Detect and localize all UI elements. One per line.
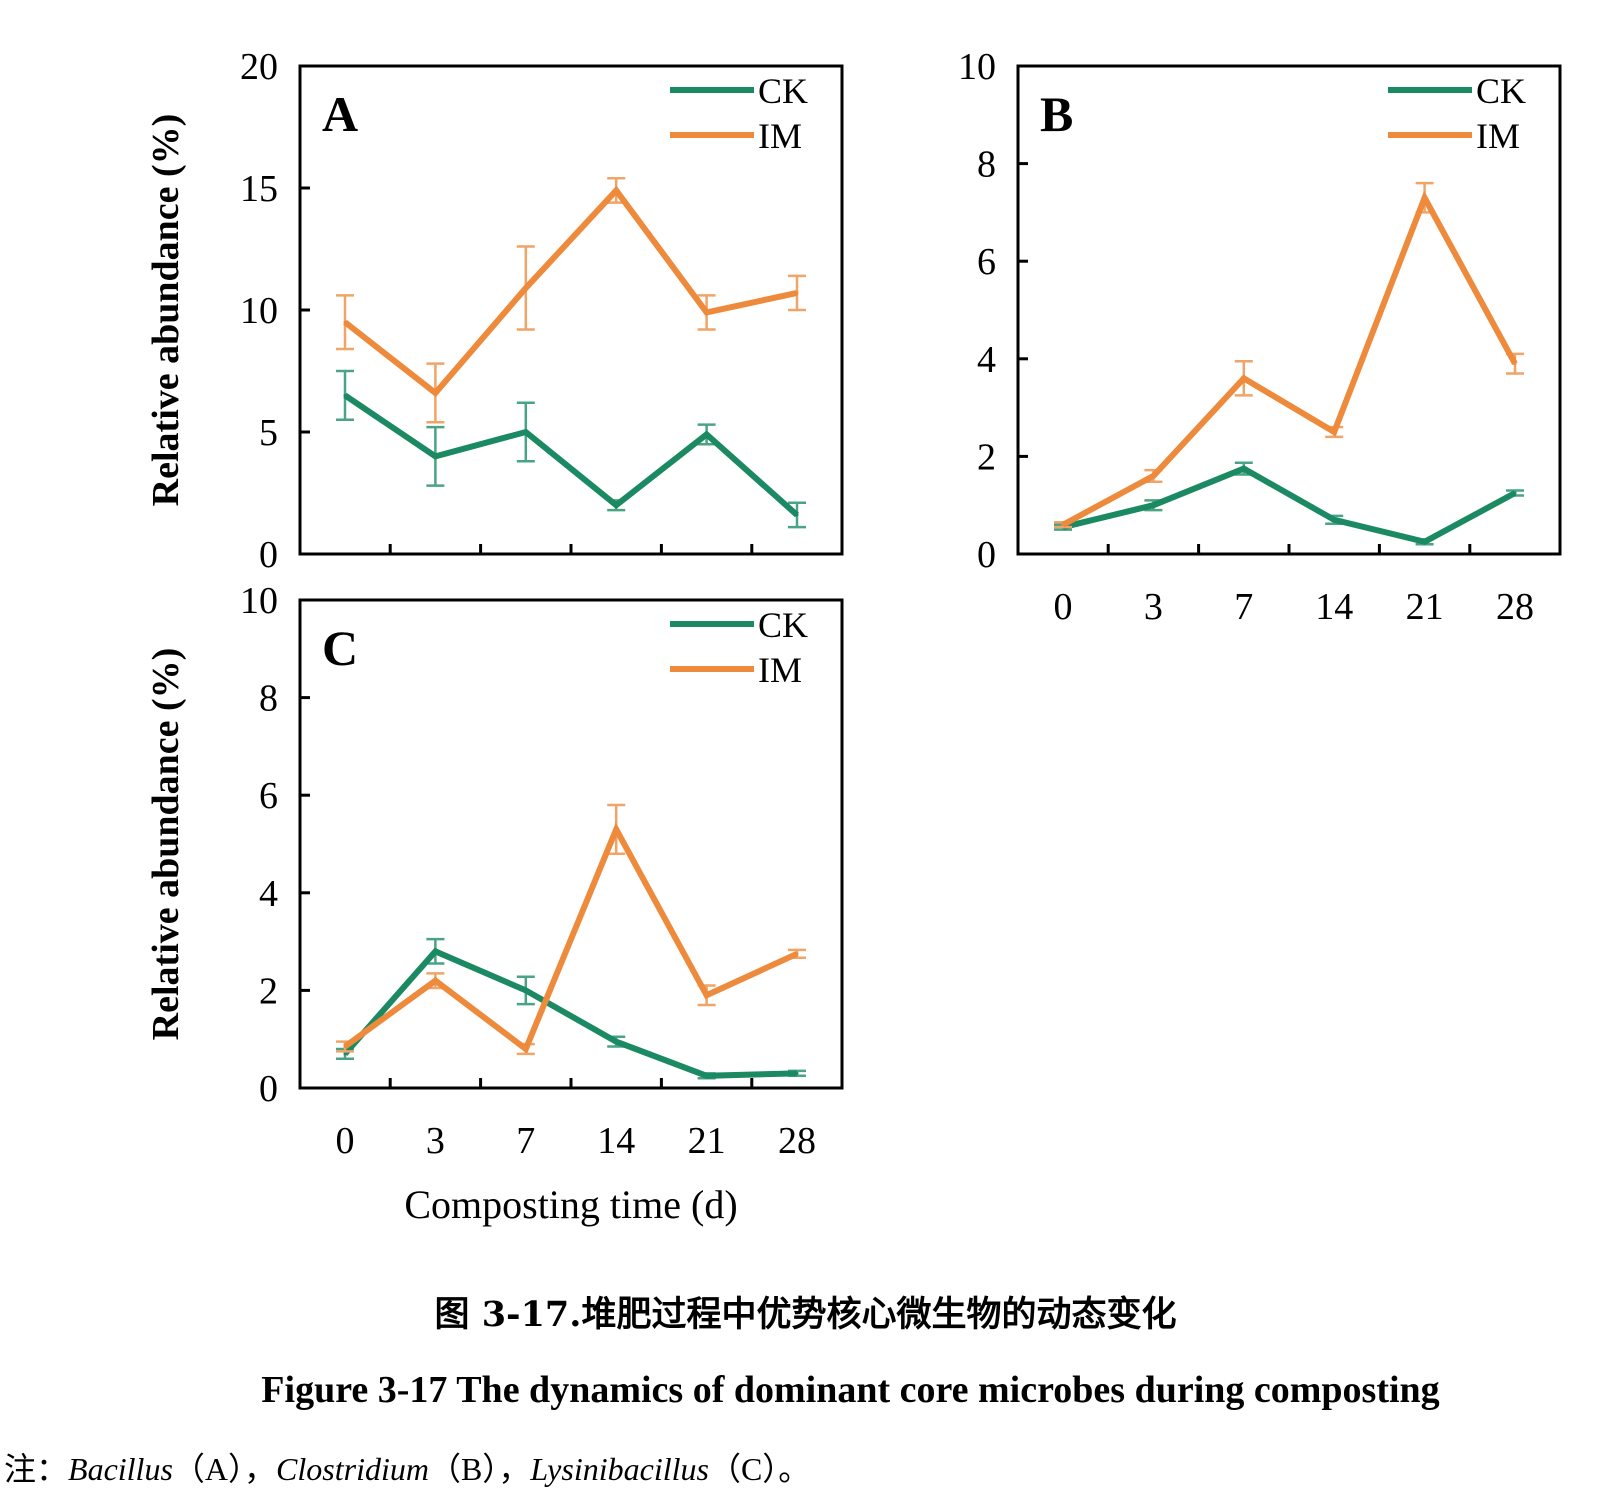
panel-c-y-tick-label: 6: [259, 775, 278, 817]
note-prefix: 注：: [4, 1451, 69, 1487]
panel-c-im-point: [524, 1047, 528, 1051]
panel-b-im-point: [1242, 376, 1246, 380]
panel-b-y-tick-label: 8: [977, 144, 996, 186]
panel-b-ck-point: [1332, 518, 1336, 522]
figure-note: 注：Bacillus（A），Clostridium（B），Lysinibacil…: [4, 1444, 810, 1490]
note-taxon-c: Lysinibacillus: [530, 1451, 709, 1487]
panel-c-y-tick-label: 8: [259, 678, 278, 720]
panel-b-legend-label-ck: CK: [1476, 71, 1526, 111]
panel-c-series-ck-line: [342, 947, 798, 1079]
note-panel-b: （B）: [428, 1451, 499, 1487]
panel-a-legend-label-ck: CK: [758, 71, 808, 111]
panel-c-x-axis-label: Composting time (d): [404, 1182, 737, 1227]
panel-a-ck-point: [795, 513, 799, 517]
panel-b-x-tick-label: 3: [1144, 586, 1163, 628]
note-taxon-a: Bacillus: [68, 1451, 173, 1487]
panel-b-letter: B: [1040, 86, 1073, 142]
panel-c-ck-point: [705, 1074, 709, 1078]
panel-b-x-tick-label: 0: [1054, 586, 1073, 628]
note-panel-c: （C）: [708, 1451, 779, 1487]
panel-b-im-point: [1513, 362, 1517, 366]
panel-c-im-point: [705, 993, 709, 997]
panel-a-im-point: [343, 320, 347, 324]
panel-c-x-tick-label: 21: [688, 1120, 726, 1162]
panel-c-im-point: [795, 952, 799, 956]
panel-a-y-tick-label: 5: [259, 412, 278, 454]
note-separator-2: ，: [498, 1451, 531, 1487]
panel-c-y-tick-label: 4: [259, 873, 278, 915]
panel-c-y-tick-label: 10: [240, 580, 278, 622]
panel-b-x-tick-label: 14: [1315, 586, 1353, 628]
panel-b-im-point: [1061, 523, 1065, 527]
panel-b-y-tick-label: 6: [977, 241, 996, 283]
panel-c-x-tick-label: 14: [597, 1120, 635, 1162]
panel-a-im-point: [614, 188, 618, 192]
panel-c-ck-point: [795, 1071, 799, 1075]
panel-b-ck-point: [1423, 540, 1427, 544]
panel-a-ck-point: [705, 432, 709, 436]
panel-a-legend-label-im: IM: [758, 116, 802, 156]
panel-c-letter: C: [322, 620, 358, 676]
figure-caption-chinese: 图 3-17.堆肥过程中优势核心微生物的动态变化: [434, 1294, 1177, 1335]
panel-b-y-tick-label: 2: [977, 436, 996, 478]
panel-a-y-tick-label: 10: [240, 290, 278, 332]
panel-c-im-point: [614, 827, 618, 831]
panel-c-legend-label-ck: CK: [758, 605, 808, 645]
note-separator-1: ，: [244, 1451, 277, 1487]
panel-b: 0 2 4 6 8 10 0 3 7 14 21 28 B CK IM: [958, 46, 1562, 628]
panel-a-letter: A: [322, 86, 358, 142]
panel-c-ck-point: [433, 949, 437, 953]
panel-c-x-tick-label: 7: [516, 1120, 535, 1162]
panel-a-y-tick-label: 20: [240, 46, 278, 88]
panel-b-im-point: [1151, 474, 1155, 478]
panel-c-series-im-line: [343, 822, 799, 1054]
panel-a-series-im-line: [343, 185, 798, 398]
panel-a-y-axis-label: Relative abundance (%): [145, 114, 187, 507]
panel-b-series-ck-line: [1062, 465, 1517, 545]
figure-caption-english: Figure 3-17 The dynamics of dominant cor…: [261, 1369, 1440, 1411]
panel-b-series-im-line: [1061, 190, 1518, 528]
panel-c-legend-label-im: IM: [758, 650, 802, 690]
panel-a-series-ck-line: [343, 392, 799, 518]
note-taxon-b: Clostridium: [276, 1451, 429, 1487]
panel-a-im-point: [795, 291, 799, 295]
panel-c-x-tick-label: 3: [426, 1120, 445, 1162]
panel-b-ck-point: [1151, 503, 1155, 507]
panel-c-ck-point: [614, 1040, 618, 1044]
panel-c: 0 2 4 6 8 10 0 3 7 14 21 28 C Relative abundance (%) C…: [145, 580, 844, 1227]
panel-b-ck-point: [1513, 491, 1517, 495]
panel-a-im-point: [705, 310, 709, 314]
panel-b-y-tick-label: 0: [977, 534, 996, 576]
panel-b-x-tick-label: 21: [1406, 586, 1444, 628]
note-panel-a: （A）: [172, 1451, 245, 1487]
panel-b-ck-point: [1242, 467, 1246, 471]
panel-a-ck-point: [524, 430, 528, 434]
note-end: 。: [778, 1451, 811, 1487]
panel-a-im-point: [433, 391, 437, 395]
panel-b-im-point: [1332, 430, 1336, 434]
panel-c-ck-point: [343, 1052, 347, 1056]
panel-c-im-point: [343, 1045, 347, 1049]
panel-b-im-point: [1423, 196, 1427, 200]
panel-b-y-tick-label: 4: [977, 339, 996, 381]
panel-c-x-tick-label: 28: [778, 1120, 816, 1162]
panel-c-im-point: [433, 979, 437, 983]
panel-a-ck-point: [433, 454, 437, 458]
panel-a-ck-point: [614, 503, 618, 507]
panel-b-y-tick-label: 10: [958, 46, 996, 88]
panel-a-y-tick-label: 0: [259, 534, 278, 576]
panel-c-y-tick-label: 2: [259, 970, 278, 1012]
panel-c-y-axis-label: Relative abundance (%): [145, 648, 187, 1041]
panel-b-legend-label-im: IM: [1476, 116, 1520, 156]
panel-b-x-tick-label: 28: [1496, 586, 1534, 628]
panel-c-y-tick-label: 0: [259, 1068, 278, 1110]
panel-c-x-tick-label: 0: [336, 1120, 355, 1162]
panel-b-x-tick-label: 7: [1234, 586, 1253, 628]
panel-a-y-tick-label: 15: [240, 168, 278, 210]
panel-a: 0 5 10 15 20 A Relative abundance (%) CK IM: [145, 46, 844, 576]
panel-a-im-point: [524, 286, 528, 290]
panel-c-ck-point: [524, 988, 528, 992]
panel-a-ck-point: [343, 393, 347, 397]
